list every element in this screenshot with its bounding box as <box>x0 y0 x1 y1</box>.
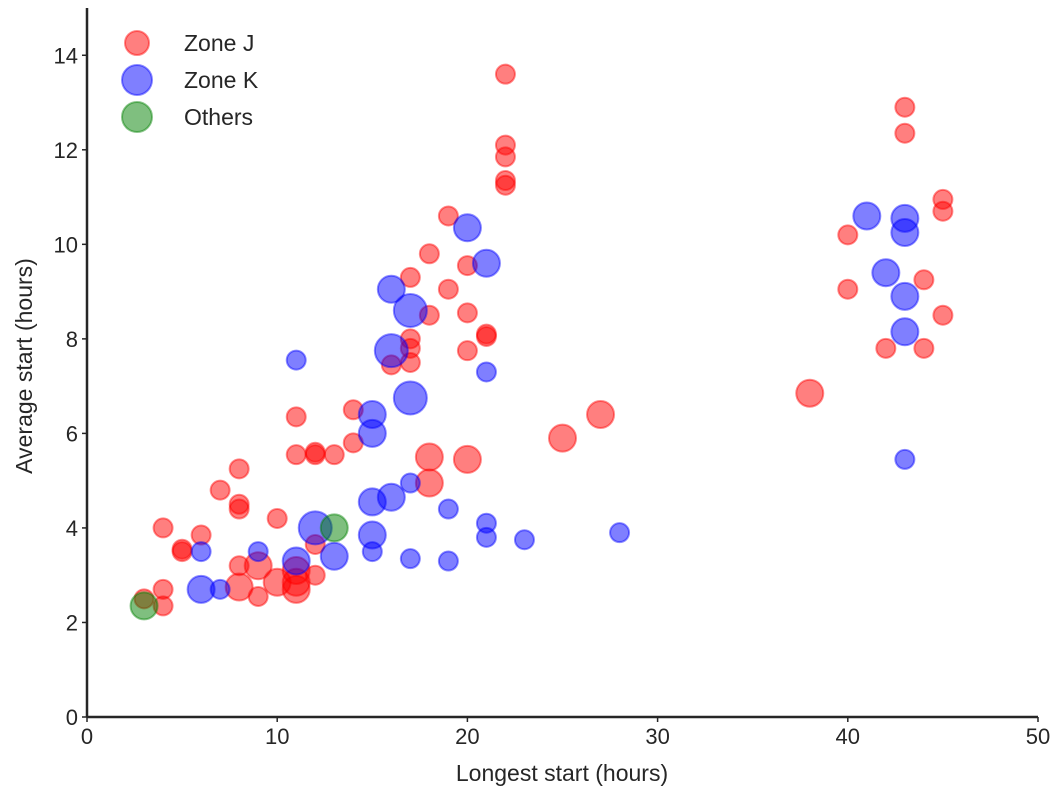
x-tick-label-3: 30 <box>645 724 669 749</box>
point-zone-j-54 <box>837 224 859 246</box>
point-zone-j-39 <box>437 278 459 300</box>
point-zone-j-63 <box>932 304 954 326</box>
point-zone-k-14 <box>373 333 409 369</box>
y-tick-label-3: 6 <box>66 421 78 446</box>
point-zone-k-23 <box>471 248 501 278</box>
point-zone-k-21 <box>437 550 459 572</box>
points-layer <box>129 63 954 621</box>
legend-marker-zone-j <box>124 30 150 56</box>
x-tick-label-1: 10 <box>265 724 289 749</box>
point-zone-k-4 <box>285 349 307 371</box>
point-zone-k-3 <box>247 541 269 563</box>
point-zone-k-5 <box>281 546 311 576</box>
y-ticks: 0 2 4 6 8 10 12 14 <box>54 43 87 730</box>
point-zone-j-26 <box>323 444 345 466</box>
point-zone-j-51 <box>548 423 577 453</box>
legend-label-zone-j: Zone J <box>184 30 254 56</box>
point-zone-k-7 <box>319 541 349 571</box>
point-zone-j-43 <box>452 444 482 474</box>
point-zone-j-57 <box>894 96 916 118</box>
point-zone-k-24 <box>475 361 497 383</box>
point-zone-j-45 <box>475 326 497 348</box>
point-zone-k-19 <box>399 548 421 570</box>
x-axis-title: Longest start (hours) <box>456 760 668 786</box>
y-tick-label-5: 10 <box>54 232 78 257</box>
x-tick-label-0: 0 <box>81 724 93 749</box>
point-zone-k-13 <box>376 274 406 304</box>
point-zone-k-2 <box>209 578 231 600</box>
point-zone-j-53 <box>795 378 825 408</box>
point-zone-j-58 <box>894 122 916 144</box>
point-zone-k-35 <box>894 448 916 470</box>
point-zone-k-34 <box>890 317 920 347</box>
point-zone-k-22 <box>452 213 482 243</box>
y-tick-label-2: 4 <box>66 516 78 541</box>
point-zone-k-29 <box>852 201 882 231</box>
point-zone-k-32 <box>890 218 920 248</box>
x-tick-label-4: 40 <box>836 724 860 749</box>
point-zone-k-16 <box>392 293 428 329</box>
point-zone-j-5 <box>171 541 193 563</box>
legend-label-zone-k: Zone K <box>184 67 259 93</box>
point-zone-k-9 <box>357 418 387 448</box>
point-zone-j-42 <box>456 340 478 362</box>
point-zone-k-28 <box>609 522 631 544</box>
point-zone-j-18 <box>285 444 307 466</box>
legend-label-others: Others <box>184 104 253 130</box>
point-zone-k-26 <box>475 526 497 548</box>
point-zone-j-8 <box>228 458 250 480</box>
point-others-1 <box>319 513 349 543</box>
point-zone-j-3 <box>152 517 174 539</box>
point-zone-k-20 <box>437 498 459 520</box>
y-tick-label-1: 2 <box>66 610 78 635</box>
legend-marker-zone-k <box>121 64 153 96</box>
point-zone-j-55 <box>837 278 859 300</box>
point-zone-j-60 <box>913 337 935 359</box>
point-zone-j-36 <box>414 442 444 472</box>
point-zone-j-38 <box>437 205 459 227</box>
point-zone-j-62 <box>932 200 954 222</box>
point-zone-j-52 <box>586 399 616 429</box>
point-zone-k-30 <box>871 258 901 288</box>
y-axis-title: Average start (hours) <box>11 258 37 474</box>
point-zone-j-59 <box>913 269 935 291</box>
y-tick-label-4: 8 <box>66 327 78 352</box>
point-zone-j-2 <box>152 578 174 600</box>
point-zone-j-7 <box>209 479 231 501</box>
point-zone-j-17 <box>285 406 307 428</box>
point-zone-j-10 <box>228 498 250 520</box>
point-zone-k-18 <box>399 472 421 494</box>
point-zone-j-50 <box>494 174 516 196</box>
y-tick-label-0: 0 <box>66 705 78 730</box>
x-tick-label-2: 20 <box>455 724 479 749</box>
legend: Zone J Zone K Others <box>121 30 259 133</box>
point-zone-k-33 <box>890 281 920 311</box>
point-zone-j-30 <box>399 266 421 288</box>
point-zone-j-23 <box>304 444 326 466</box>
y-tick-label-6: 12 <box>54 138 78 163</box>
point-zone-j-24 <box>304 564 326 586</box>
point-zone-j-56 <box>875 337 897 359</box>
point-zone-j-46 <box>494 63 516 85</box>
point-zone-j-15 <box>266 507 288 529</box>
point-zone-j-41 <box>456 302 478 324</box>
point-zone-j-14 <box>247 585 269 607</box>
point-zone-j-34 <box>418 243 440 265</box>
point-others-0 <box>129 591 159 621</box>
legend-marker-others <box>121 101 153 133</box>
point-zone-k-12 <box>361 541 383 563</box>
point-zone-k-0 <box>190 541 212 563</box>
x-ticks: 0 10 20 30 40 50 <box>81 717 1050 749</box>
y-tick-label-7: 14 <box>54 43 78 68</box>
point-zone-k-17 <box>392 380 428 416</box>
point-zone-k-15 <box>376 482 406 512</box>
x-tick-label-5: 50 <box>1026 724 1050 749</box>
point-zone-k-27 <box>513 529 535 551</box>
point-zone-j-48 <box>494 146 516 168</box>
